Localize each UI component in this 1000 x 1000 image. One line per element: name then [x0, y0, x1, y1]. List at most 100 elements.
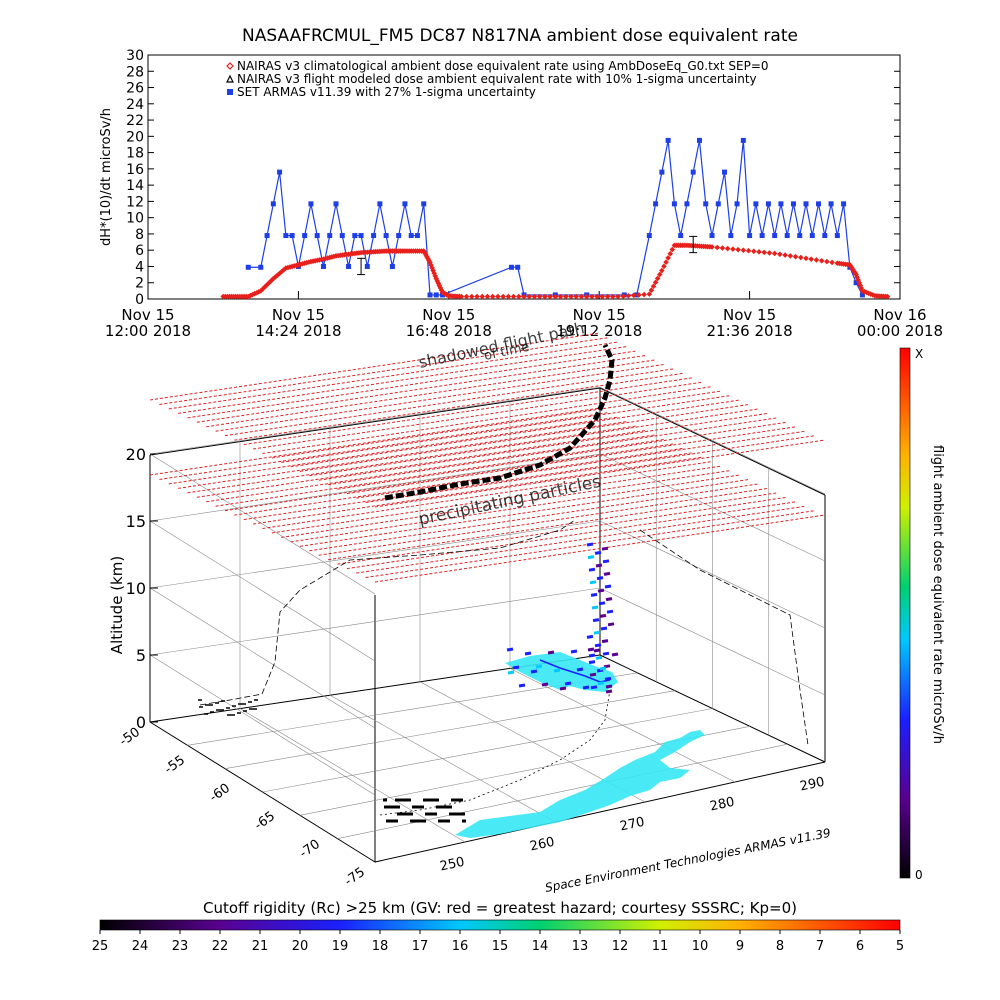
nairas-clim-point	[458, 293, 465, 300]
nairas-clim-point	[714, 244, 721, 251]
dose-marker	[524, 651, 532, 656]
mesh-line	[168, 416, 619, 485]
dose-marker	[596, 576, 604, 581]
y-tick-label: 24	[126, 97, 144, 113]
longitude-tick-label: 260	[529, 835, 556, 855]
armas-point	[346, 263, 352, 269]
nairas-clim-point	[761, 249, 768, 256]
mesh-line	[215, 438, 666, 507]
y-axis-label: dH*(10)/dt microSv/h	[99, 108, 114, 246]
nairas-clim-point	[431, 270, 437, 277]
nairas-clim-point	[272, 274, 279, 280]
legend-marker	[227, 89, 233, 95]
y-tick-label: 4	[135, 259, 144, 275]
nairas-clim-point	[423, 252, 429, 258]
mesh-line	[253, 456, 704, 525]
mesh-line	[215, 363, 666, 432]
dose-marker	[586, 634, 594, 639]
nairas-clim-point	[615, 293, 621, 300]
x-tick-label-date: Nov 15	[573, 306, 626, 324]
nairas-clim-point	[646, 291, 653, 297]
dose-marker	[603, 571, 611, 576]
nairas-clim-point	[573, 293, 580, 300]
armas-point	[653, 201, 659, 207]
nairas-clim-point	[620, 293, 627, 299]
y-tick-label: 18	[126, 146, 144, 162]
colorbar-label: flight ambient dose equivalent rate micr…	[930, 445, 945, 744]
y-tick-label: 20	[126, 129, 144, 145]
nairas-clim-point	[719, 245, 726, 251]
nairas-clim-point	[463, 293, 470, 300]
nairas-clim-point	[652, 279, 659, 286]
y-tick-label: 10	[126, 211, 144, 227]
nairas-clim-point	[771, 250, 778, 257]
dose-marker	[506, 647, 514, 652]
nairas-clim-point	[505, 293, 512, 300]
armas-point	[728, 233, 734, 239]
armas-point	[784, 233, 790, 239]
dose-marker	[597, 681, 605, 686]
nairas-clim-point	[808, 256, 815, 262]
dose-marker	[604, 584, 612, 589]
armas-point	[816, 201, 822, 207]
armas-point	[803, 201, 809, 207]
longitude-tick-label: 250	[439, 855, 466, 875]
armas-point	[696, 137, 702, 143]
rc-tick-label: 8	[776, 939, 784, 954]
dose-marker	[588, 567, 596, 572]
nairas-clim-point	[756, 249, 762, 255]
dose-marker	[593, 648, 601, 653]
dose-marker	[587, 647, 595, 652]
grid-line	[224, 690, 676, 769]
grid-line	[509, 668, 736, 783]
colorbar-top-label: X	[915, 347, 923, 361]
rc-tick-label: 22	[212, 939, 229, 954]
mesh-line	[346, 426, 797, 495]
nairas-clim-point	[435, 280, 442, 287]
mesh-line	[178, 345, 629, 414]
armas-point	[339, 233, 345, 239]
nairas-clim-point	[468, 293, 475, 300]
rc-tick-label: 18	[372, 939, 389, 954]
dose-marker	[512, 665, 520, 670]
nairas-clim-point	[782, 252, 788, 258]
armas-point	[790, 201, 796, 207]
nairas-clim-point	[824, 258, 830, 265]
dose-marker	[530, 669, 538, 674]
armas-point	[678, 233, 684, 239]
armas-point	[690, 169, 696, 175]
armas-point	[377, 201, 383, 207]
mesh-line	[318, 412, 769, 481]
mesh-line	[281, 469, 732, 538]
mesh-line	[243, 452, 694, 521]
longitude-tick-label: 290	[799, 775, 826, 795]
armas-point	[283, 233, 289, 239]
armas-point	[809, 233, 815, 239]
nairas-clim-point	[766, 250, 773, 256]
mesh-line	[206, 434, 657, 503]
time-series-chart: NASAAFRCMUL_FM5 DC87 N817NA ambient dose…	[99, 26, 943, 340]
armas-point	[859, 292, 865, 298]
latitude-ticks: -50-55-60-65-70-75	[117, 725, 368, 889]
armas-point	[734, 201, 740, 207]
armas-point	[853, 280, 859, 286]
nairas-clim-point	[667, 250, 674, 257]
nairas-clim-point	[552, 293, 559, 300]
grid-line	[149, 587, 376, 729]
dose-marker	[570, 649, 578, 654]
nairas-clim-point	[650, 283, 657, 290]
armas-point	[765, 201, 771, 207]
armas-point	[371, 233, 377, 239]
armas-point	[646, 233, 652, 239]
rc-tick-label: 19	[332, 939, 349, 954]
rc-tick-label: 23	[172, 939, 189, 954]
mesh-line	[243, 377, 694, 446]
dose-marker	[598, 601, 606, 606]
nairas-clim-point	[724, 245, 731, 252]
mesh-line	[196, 354, 647, 423]
nairas-clim-point	[787, 253, 794, 259]
dose-marker	[590, 592, 598, 597]
nairas-clim-point	[247, 292, 254, 299]
dose-marker	[588, 653, 596, 658]
mesh-line	[187, 350, 638, 419]
